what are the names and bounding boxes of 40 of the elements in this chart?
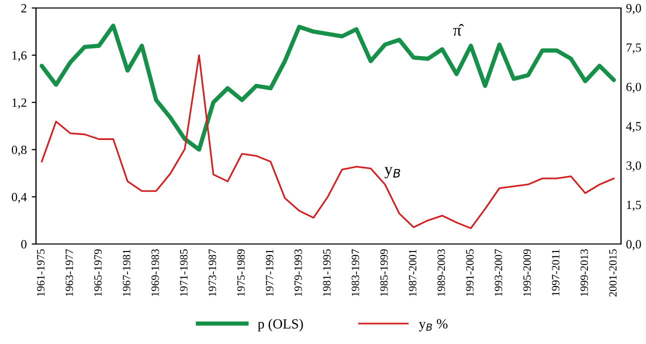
x-tick-label: 1979-1993 xyxy=(294,249,302,296)
y2-tick-label: 9,0 xyxy=(626,4,642,14)
x-tick-label: 1977-1991 xyxy=(266,250,274,296)
y-tick-label: 0,4 xyxy=(12,192,27,204)
y-tick-label: 1,6 xyxy=(12,51,27,62)
x-tick-label: 1985-1999 xyxy=(380,249,388,296)
y2-tick-label: 4,5 xyxy=(626,122,641,132)
annotation: π̂ xyxy=(453,24,464,36)
x-tick-label: 1967-1981 xyxy=(122,250,130,296)
x-tick-label: 1975-1989 xyxy=(237,249,245,296)
x-tick-label: 1969-1983 xyxy=(151,249,159,296)
y2-tick-label: 6,0 xyxy=(626,82,642,93)
legend-label: p (OLS) xyxy=(258,318,303,332)
x-tick-label: 1971-1985 xyxy=(180,249,188,296)
x-tick-label: 2001-2015 xyxy=(609,249,617,297)
legend-label: y$_{B}$ % xyxy=(418,319,448,332)
y-tick-label: 0,8 xyxy=(12,146,26,156)
y2-tick-label: 3,0 xyxy=(626,161,642,172)
y-tick-label: 1,2 xyxy=(12,98,26,109)
x-tick-label: 1999-2013 xyxy=(580,249,588,296)
annotation: y$_{B}$ xyxy=(384,167,400,178)
x-tick-label: 1993-2007 xyxy=(494,249,502,296)
x-tick-label: 1961-1975 xyxy=(37,249,45,296)
line-series xyxy=(40,24,616,152)
y2-tick-label: 1,5 xyxy=(626,200,641,211)
line-series xyxy=(40,54,615,230)
y-tick-label: 0 xyxy=(21,240,26,248)
x-tick-label: 1973-1987 xyxy=(208,249,216,296)
y2-tick-label: 0,0 xyxy=(626,240,642,250)
x-tick-label: 1989-2003 xyxy=(437,249,445,296)
x-tick-label: 1963-1977 xyxy=(66,249,74,296)
y-tick-label: 2 xyxy=(21,4,26,12)
y2-tick-label: 7,5 xyxy=(626,43,641,54)
x-tick-label: 1983-1997 xyxy=(352,249,360,296)
x-tick-label: 1991-2005 xyxy=(466,249,474,296)
x-tick-label: 1995-2009 xyxy=(523,249,531,296)
x-tick-label: 1997-2011 xyxy=(552,250,560,296)
x-tick-label: 1987-2001 xyxy=(408,250,416,296)
x-tick-label: 1981-1995 xyxy=(323,249,331,296)
x-tick-label: 1965-1979 xyxy=(94,249,102,296)
